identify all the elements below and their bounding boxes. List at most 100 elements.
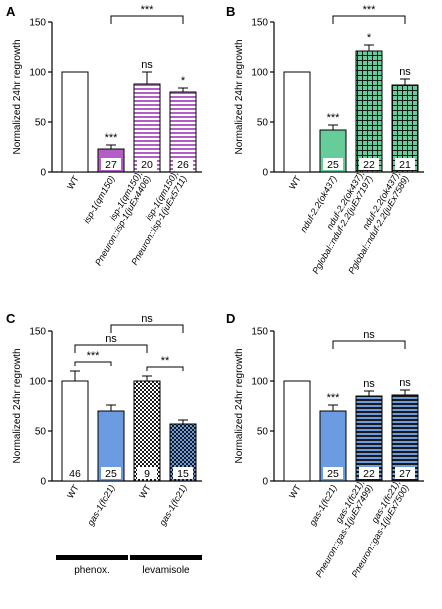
bar (61, 71, 89, 173)
category-label-line: WT (137, 483, 153, 501)
bar (283, 380, 311, 482)
panel-letter: A (6, 4, 16, 19)
bracket-label: *** (87, 350, 101, 362)
n-label: 9 (144, 468, 150, 480)
significance-bracket (74, 361, 112, 366)
category-label: WT (65, 483, 81, 501)
n-label-bg (359, 158, 379, 170)
y-tick-label: 100 (251, 68, 268, 79)
bar (61, 380, 89, 482)
group-bar (56, 555, 128, 560)
significance-label: ns (363, 378, 375, 390)
y-tick-label: 50 (257, 118, 269, 129)
category-label: WT (287, 483, 303, 501)
n-label: 21 (399, 159, 411, 171)
n-label: 26 (177, 159, 189, 171)
n-label-bg (323, 158, 343, 170)
n-label: 20 (141, 159, 153, 171)
n-label-bg (395, 158, 415, 170)
n-label-bg (359, 467, 379, 479)
panel-d: D Normalized 24hr regrowth 0 50 100 150 WT 25 **… (226, 311, 424, 579)
n-label: 27 (399, 468, 411, 480)
group-label: phenox. (74, 565, 110, 576)
bracket-label: ns (105, 333, 117, 345)
n-label-bg (101, 467, 121, 479)
y-tick-label: 100 (29, 68, 46, 79)
y-tick-label: 50 (35, 427, 47, 438)
group-bar (130, 555, 202, 560)
n-label: 15 (177, 468, 189, 480)
panel-letter: C (6, 311, 16, 326)
n-label: 22 (363, 159, 375, 171)
significance-label: ns (399, 377, 411, 389)
y-tick-label: 0 (40, 477, 46, 488)
significance-label: *** (327, 392, 341, 404)
category-label: WT (65, 174, 81, 192)
y-tick-label: 150 (251, 327, 268, 338)
group-label: levamisole (142, 565, 190, 576)
n-label: 46 (69, 468, 81, 480)
y-axis-label: Normalized 24hr regrowth (12, 348, 23, 463)
significance-label: *** (105, 132, 119, 144)
n-label: 22 (363, 468, 375, 480)
n-label-bg (137, 158, 157, 170)
category-label-line: gas-1(fc21) (85, 483, 116, 527)
n-label: 27 (105, 159, 117, 171)
bar (355, 50, 383, 173)
significance-label: * (181, 75, 186, 87)
category-label: gas-1(fc21) (157, 483, 188, 527)
significance-bracket (110, 324, 184, 333)
n-label-bg (323, 467, 343, 479)
y-tick-label: 100 (29, 377, 46, 388)
significance-label: ns (141, 59, 153, 71)
panel-c: C Normalized 24hr regrowth 0 50 100 150 46 WT 25… (6, 311, 202, 576)
n-label-bg (137, 467, 157, 479)
significance-label: *** (327, 112, 341, 124)
y-tick-label: 50 (257, 427, 269, 438)
y-axis-label: Normalized 24hr regrowth (234, 348, 245, 463)
panel-letter: D (226, 311, 235, 326)
n-label-bg (65, 467, 85, 479)
bar (283, 71, 311, 173)
bracket-label: *** (363, 4, 377, 16)
n-label-bg (101, 158, 121, 170)
bracket-label: ns (141, 313, 153, 325)
significance-bracket (74, 344, 148, 353)
significance-bracket (332, 340, 406, 349)
category-label-line: WT (65, 483, 81, 501)
bar (133, 83, 161, 173)
y-axis-label: Normalized 24hr regrowth (12, 39, 23, 154)
n-label-bg (395, 467, 415, 479)
category-label-line: WT (287, 483, 303, 501)
significance-bracket (332, 15, 406, 24)
significance-label: ns (399, 66, 411, 78)
bracket-label: *** (141, 4, 155, 16)
panel-letter: B (226, 4, 235, 19)
y-tick-label: 150 (29, 327, 46, 338)
n-label: 25 (105, 468, 117, 480)
n-label-bg (173, 158, 193, 170)
y-tick-label: 150 (251, 18, 268, 29)
y-tick-label: 150 (29, 18, 46, 29)
y-tick-label: 0 (40, 168, 46, 179)
category-label-line: WT (65, 174, 81, 192)
y-tick-label: 0 (262, 477, 268, 488)
n-label-bg (173, 467, 193, 479)
category-label: gas-1(fc21) (85, 483, 116, 527)
category-label: WT (137, 483, 153, 501)
significance-bracket (146, 366, 184, 371)
category-label: WT (287, 174, 303, 192)
bar (355, 395, 383, 482)
y-tick-label: 50 (35, 118, 47, 129)
significance-bracket (110, 15, 184, 24)
y-axis-label: Normalized 24hr regrowth (234, 39, 245, 154)
bracket-label: ns (363, 329, 375, 341)
n-label: 25 (327, 468, 339, 480)
significance-label: * (367, 32, 372, 44)
y-tick-label: 100 (251, 377, 268, 388)
bar (133, 380, 161, 482)
category-label-line: WT (287, 174, 303, 192)
